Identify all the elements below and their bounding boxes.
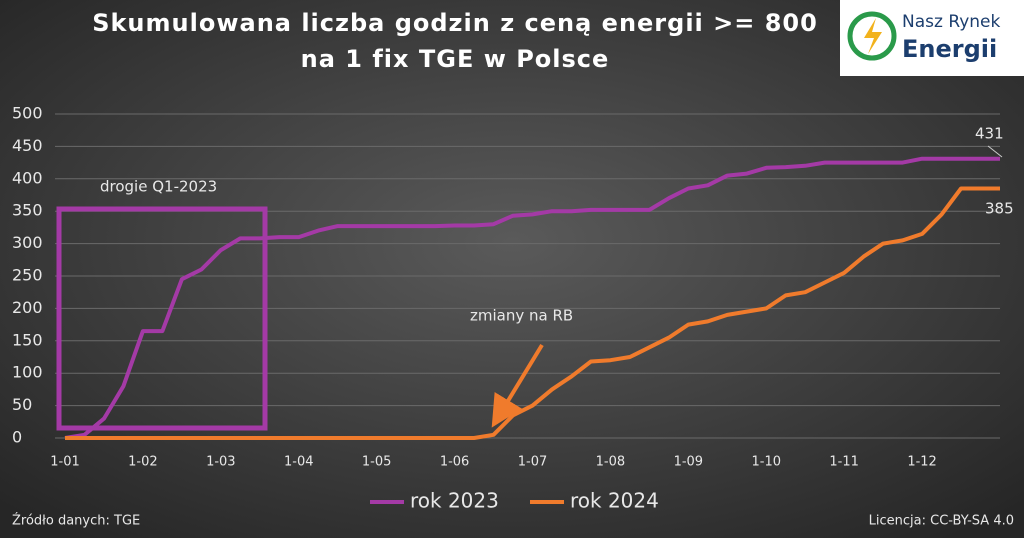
y-tick-label: 350 bbox=[12, 201, 43, 220]
annotation: zmiany na RB bbox=[470, 307, 573, 325]
legend-label: rok 2024 bbox=[570, 489, 659, 513]
y-tick-label: 500 bbox=[12, 104, 43, 123]
annotation: drogie Q1-2023 bbox=[100, 178, 217, 196]
chart-title: Skumulowana liczba godzin z ceną energii… bbox=[92, 9, 818, 37]
x-tick-label: 1-12 bbox=[907, 455, 937, 470]
y-tick-label: 300 bbox=[12, 233, 43, 252]
legend-label: rok 2023 bbox=[410, 489, 499, 513]
license: Licencja: CC-BY-SA 4.0 bbox=[869, 514, 1014, 529]
series-line bbox=[64, 156, 1000, 440]
annotation: 431 bbox=[975, 125, 1004, 143]
annotation-leader bbox=[987, 145, 1003, 158]
y-tick-label: 0 bbox=[12, 428, 22, 447]
x-tick-label: 1-10 bbox=[751, 455, 781, 470]
source: Źródło danych: TGE bbox=[12, 513, 140, 529]
y-tick-label: 450 bbox=[12, 136, 43, 155]
logo-text: Nasz Rynek bbox=[902, 12, 1000, 32]
x-tick-label: 1-08 bbox=[596, 455, 626, 470]
x-tick-label: 1-06 bbox=[440, 455, 470, 470]
logo-icon bbox=[847, 11, 897, 61]
annotation: 385 bbox=[985, 200, 1014, 218]
chart-subtitle: na 1 fix TGE w Polsce bbox=[301, 45, 610, 73]
y-tick-label: 100 bbox=[12, 363, 43, 382]
x-tick-label: 1-03 bbox=[206, 455, 236, 470]
x-tick-label: 1-01 bbox=[50, 455, 80, 470]
annotation-arrow bbox=[491, 343, 544, 428]
series-line bbox=[65, 186, 1000, 440]
highlight-box bbox=[56, 206, 268, 431]
y-tick-label: 50 bbox=[12, 395, 32, 414]
x-tick-label: 1-11 bbox=[829, 455, 859, 470]
y-tick-label: 400 bbox=[12, 168, 43, 187]
logo-bolt bbox=[864, 18, 882, 54]
logo-text: Energii bbox=[902, 35, 997, 63]
y-tick-label: 150 bbox=[12, 330, 43, 349]
x-tick-label: 1-07 bbox=[518, 455, 548, 470]
x-tick-label: 1-04 bbox=[284, 455, 314, 470]
y-tick-label: 200 bbox=[12, 298, 43, 317]
x-tick-label: 1-05 bbox=[362, 455, 392, 470]
x-tick-label: 1-09 bbox=[674, 455, 704, 470]
x-tick-label: 1-02 bbox=[128, 455, 158, 470]
y-tick-label: 250 bbox=[12, 266, 43, 285]
